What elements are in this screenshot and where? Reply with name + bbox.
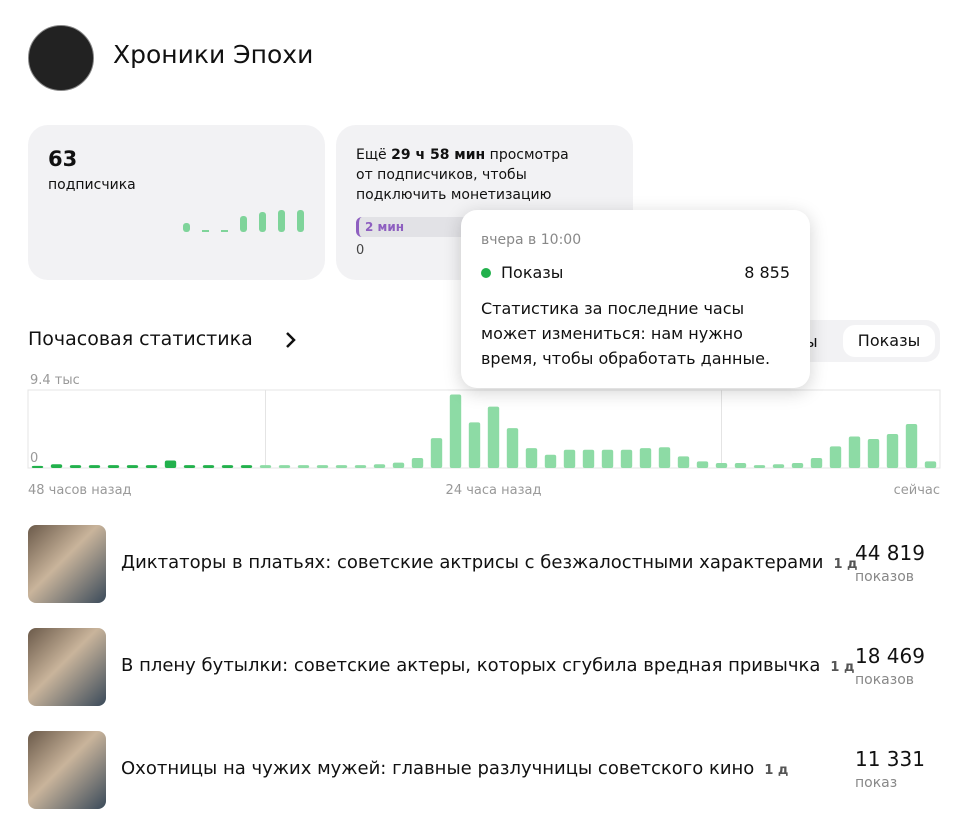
bar (886, 433, 899, 468)
tooltip-time: вчера в 10:00 (481, 232, 582, 248)
bar (449, 394, 462, 468)
bar (544, 454, 557, 468)
bar (677, 456, 690, 468)
bar (620, 449, 633, 468)
text: просмотра от подписчиков, чтобы подключи… (356, 147, 569, 203)
bar (772, 464, 785, 468)
article-title-line: В плену бутылки: советские актеры, котор… (121, 655, 854, 676)
bar (829, 446, 842, 468)
article-unit: показов (855, 672, 915, 688)
bar (221, 465, 234, 468)
bar (791, 463, 804, 468)
tooltip-value: 8 855 (744, 263, 790, 282)
bar (601, 449, 614, 468)
tooltip-note: Статистика за последние часы может измен… (481, 299, 771, 368)
article-row[interactable]: Охотницы на чужих мужей: главные разлучн… (0, 731, 960, 809)
article-row[interactable]: В плену бутылки: советские актеры, котор… (0, 628, 960, 706)
subscribers-card: 63 подписчика (28, 125, 325, 280)
bar (525, 448, 538, 468)
plot-frame (27, 389, 941, 469)
text: 29 ч 58 мин (391, 147, 486, 163)
article-unit: показов (855, 569, 915, 585)
bar (164, 460, 177, 468)
y-tick-label: 9.4 тыс (30, 373, 80, 388)
bar (924, 461, 937, 468)
bar (335, 465, 348, 468)
article-unit: показ (855, 775, 898, 791)
bar (183, 465, 196, 468)
tab-active[interactable]: Показы (843, 325, 935, 357)
y-tick-label: 0 (30, 451, 38, 466)
bar (392, 462, 405, 468)
progress-start: 0 (356, 243, 365, 258)
bar (354, 465, 367, 468)
article-row[interactable]: Диктаторы в платьях: советские актрисы с… (0, 525, 960, 603)
bar (88, 465, 101, 468)
bar (316, 465, 329, 468)
article-age: 1 д (764, 763, 789, 778)
bar (810, 458, 823, 468)
bar (639, 448, 652, 468)
article-count: 44 819 (855, 541, 925, 565)
bar (715, 463, 728, 468)
article-thumbnail (28, 628, 106, 706)
channel-name: Хроники Эпохи (113, 40, 314, 69)
bar (563, 449, 576, 468)
article-title-line: Охотницы на чужих мужей: главные разлучн… (121, 758, 788, 779)
bar (734, 463, 747, 468)
x-tick-label: сейчас (894, 483, 940, 498)
bar (50, 464, 63, 468)
bar (69, 465, 82, 468)
bar (468, 422, 481, 468)
bar (145, 465, 158, 468)
bar (582, 449, 595, 468)
article-count: 11 331 (855, 747, 925, 771)
section-title[interactable]: Почасовая статистика (28, 328, 253, 350)
text: Ещё (356, 147, 392, 163)
x-tick-label: 48 часов назад (28, 483, 132, 498)
progress-label: 2 мин (356, 217, 410, 237)
bar (31, 465, 44, 468)
bar (297, 465, 310, 468)
bar (848, 436, 861, 468)
x-tick-label: 24 часа назад (446, 483, 542, 498)
bar (696, 461, 709, 468)
chevron[interactable] (284, 330, 298, 350)
bar (411, 458, 424, 468)
article-title-line: Диктаторы в платьях: советские актрисы с… (121, 552, 858, 573)
bar (240, 465, 253, 468)
article-title: Охотницы на чужих мужей: главные разлучн… (121, 758, 755, 779)
subscribers-label: подписчика (48, 177, 136, 193)
channel-logo (28, 25, 94, 91)
tooltip: вчера в 10:00 Показы 8 855 Статистика за… (461, 210, 810, 388)
bar (506, 428, 519, 468)
legend-dot (481, 268, 491, 278)
article-title: В плену бутылки: советские актеры, котор… (121, 655, 821, 676)
bar (430, 438, 443, 468)
bar (905, 424, 918, 468)
bar (278, 465, 291, 468)
article-age: 1 д (830, 660, 855, 675)
article-age: 1 д (833, 557, 858, 572)
article-title: Диктаторы в платьях: советские актрисы с… (121, 552, 824, 573)
hourly-chart: 0 9.4 тыс 48 часов назад 24 часа назад сейча… (27, 373, 941, 498)
bar (867, 438, 880, 468)
article-thumbnail (28, 525, 106, 603)
monetization-text: Ещё 29 ч 58 мин просмотра от подписчиков… (356, 145, 576, 205)
bar (753, 465, 766, 468)
bar (373, 464, 386, 468)
subscribers-count: 63 (48, 147, 78, 171)
bar (126, 465, 139, 468)
article-thumbnail (28, 731, 106, 809)
bar (107, 465, 120, 468)
bar (487, 406, 500, 468)
bar (202, 465, 215, 468)
subscribers-trend (183, 210, 304, 232)
article-count: 18 469 (855, 644, 925, 668)
bar (259, 465, 272, 468)
tooltip-metric: Показы (501, 263, 564, 282)
bar (658, 447, 671, 468)
